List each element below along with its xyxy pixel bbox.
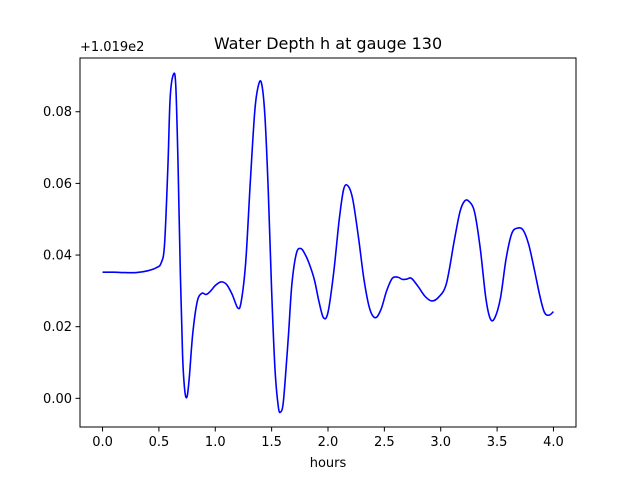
x-tick-label: 2.0: [318, 435, 339, 450]
x-tick-label: 3.0: [430, 435, 451, 450]
series-layer: [102, 72, 554, 414]
x-axis-label: hours: [310, 456, 347, 471]
y-tick-label: 0.04: [43, 249, 72, 264]
y-tick-label: 0.08: [43, 105, 72, 120]
y-tick-label: 0.06: [43, 177, 72, 192]
x-tick-label: 1.5: [261, 435, 282, 450]
series-line-0: [102, 72, 554, 414]
y-offset-text: +1.019e2: [80, 40, 144, 55]
x-tick-label: 0.0: [92, 435, 113, 450]
y-tick-label: 0.00: [43, 392, 72, 407]
chart-title: Water Depth h at gauge 130: [214, 34, 442, 53]
x-tick-label: 1.0: [205, 435, 226, 450]
x-tick-label: 0.5: [149, 435, 170, 450]
x-axis-ticks: 0.0 0.5 1.0 1.5 2.0 2.5 3.0 3.5 4.0: [92, 427, 564, 450]
x-tick-label: 4.0: [543, 435, 564, 450]
x-tick-label: 3.5: [487, 435, 508, 450]
x-tick-label: 2.5: [374, 435, 395, 450]
plot-area: [80, 58, 576, 427]
y-tick-label: 0.02: [43, 320, 72, 335]
y-axis-ticks: 0.00 0.02 0.04 0.06 0.08: [43, 105, 80, 407]
